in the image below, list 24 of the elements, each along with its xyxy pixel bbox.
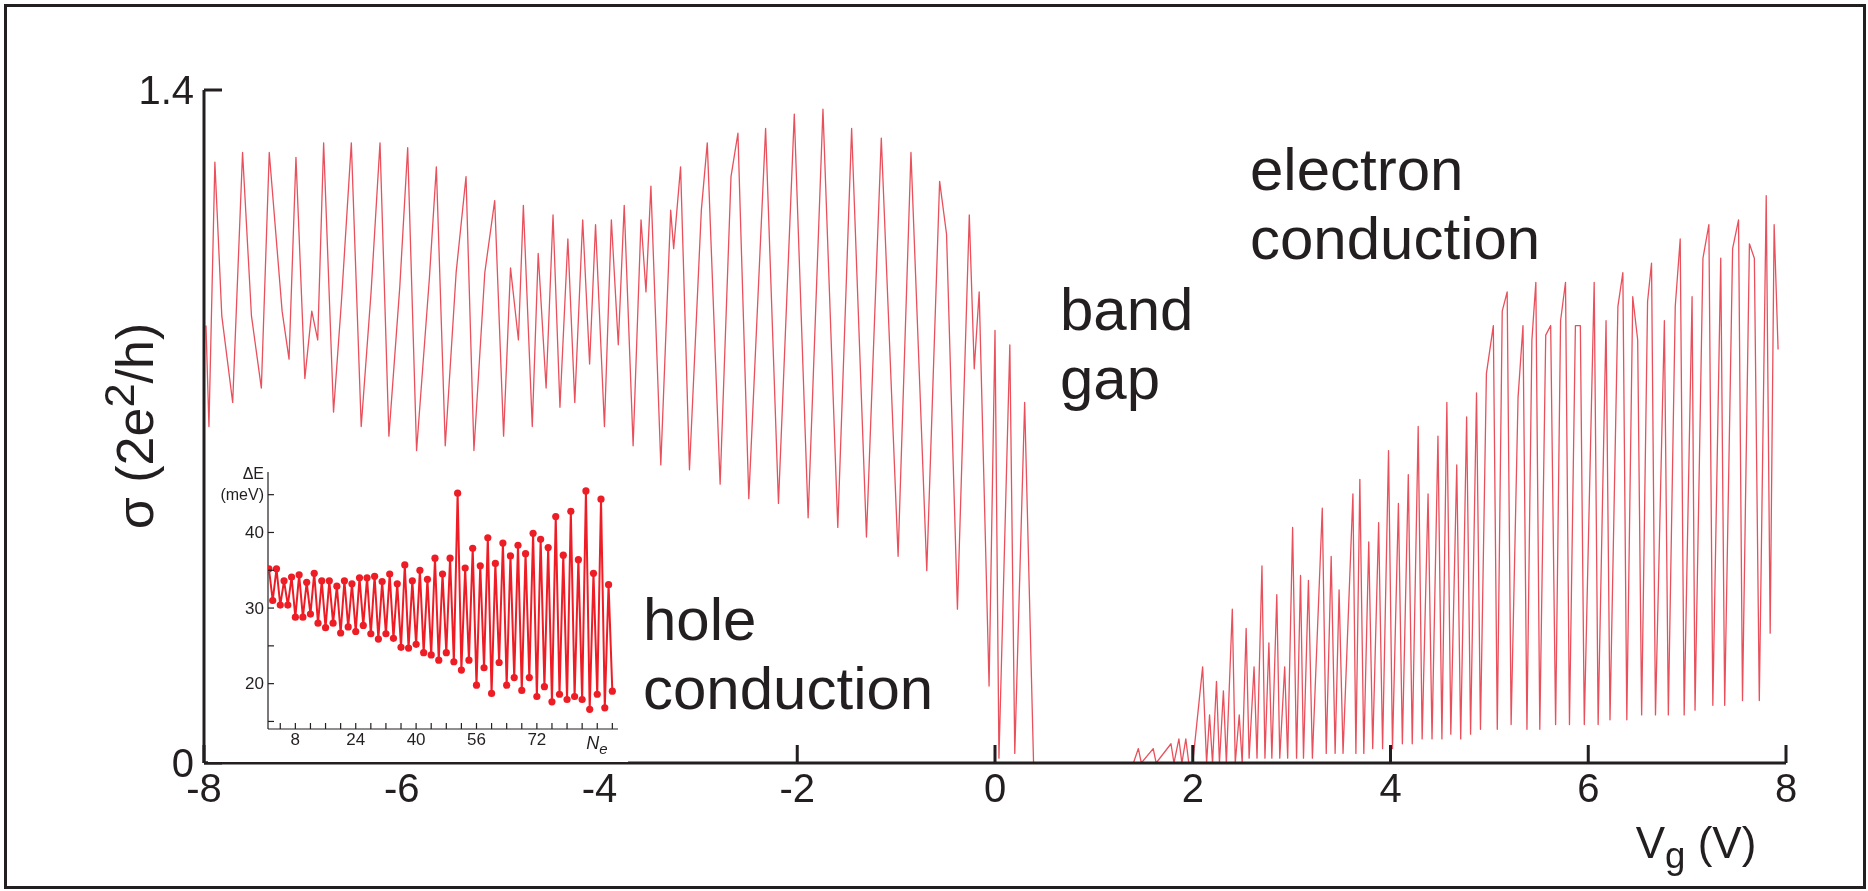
x-axis-title: N$_{e}$ (586, 733, 608, 757)
x-tick-label: 8 (1774, 765, 1798, 810)
y-tick-label: 1.4 (138, 68, 194, 112)
line-series (205, 108, 1779, 763)
annotation: band gap (1060, 275, 1195, 413)
annotation: electron conduction (1250, 135, 1542, 273)
x-tick-label: 24 (346, 730, 366, 749)
x-tick-label: -6 (383, 765, 420, 810)
x-tick-label: 2 (1181, 765, 1204, 810)
x-tick-label: -4 (581, 765, 618, 810)
x-tick-label: -2 (779, 765, 816, 810)
x-tick-label: 72 (527, 730, 547, 749)
y-tick-label: 20 (245, 674, 264, 694)
x-tick-label: 6 (1577, 765, 1600, 810)
x-tick-label: 56 (467, 730, 486, 749)
y-tick-label: 40 (245, 522, 264, 542)
x-tick-label: 8 (290, 730, 301, 749)
x-tick-label: 40 (406, 730, 426, 749)
x-tick-label: 4 (1379, 765, 1402, 810)
x-tick-label: 0 (983, 765, 1007, 810)
x-axis-title: V$_{g}$ (V) (1635, 818, 1757, 877)
y-axis-title: ΔE (meV) (219, 464, 264, 505)
annotation: hole conduction (643, 585, 935, 723)
y-tick-label: 30 (245, 598, 264, 618)
